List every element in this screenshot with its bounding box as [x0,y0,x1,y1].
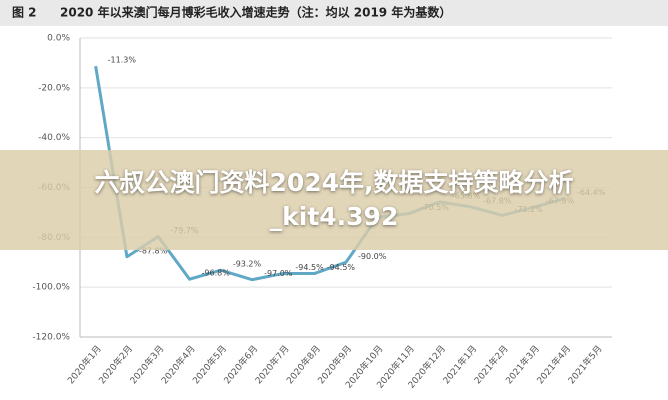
y-tick-label: -20.0% [38,83,70,93]
y-tick-label: -120.0% [32,333,70,343]
figure-label: 图 2 [12,6,37,20]
data-label: -96.8% [202,269,231,278]
overlay-banner: 六叔公澳门资料2024年,数据支持策略分析_kit4.392 [0,150,668,250]
data-label: -94.5% [327,263,356,272]
data-label: -97.0% [264,269,293,278]
title-bar [0,0,668,26]
chart-title: 2020 年以来澳门每月博彩毛收入增速走势（注：均以 2019 年为基数） [60,5,451,20]
data-label: -87.8% [139,246,168,255]
data-label: -93.2% [233,260,262,269]
data-label: -94.5% [295,263,324,272]
y-tick-label: 0.0% [47,34,70,44]
y-tick-label: -100.0% [32,283,70,293]
y-tick-label: -40.0% [38,133,70,143]
data-label: -90.0% [358,252,387,261]
data-label: -11.3% [108,56,137,65]
